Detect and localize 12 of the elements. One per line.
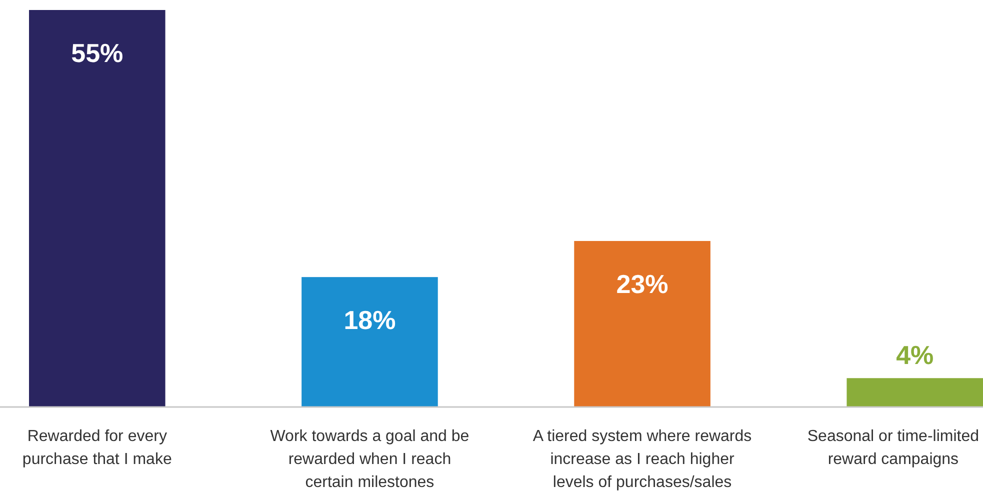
x-tick-label: Rewarded for every purchase that I make xyxy=(22,428,172,468)
bar xyxy=(846,378,983,407)
data-label: 55% xyxy=(71,38,124,68)
data-label: 18% xyxy=(344,305,396,336)
data-label: 4% xyxy=(896,340,934,370)
x-tick-label: Work towards a goal and be rewarded when I reach certain milestones xyxy=(270,428,470,491)
bar xyxy=(302,277,438,407)
bar xyxy=(574,240,710,407)
x-tick-label: Seasonal or time-limited reward campaigns xyxy=(807,428,979,468)
x-tick-label: A tiered system where rewards increase as I reach higher levels of purchases/sales xyxy=(532,428,752,491)
data-label: 23% xyxy=(616,268,668,299)
bar xyxy=(29,10,166,407)
